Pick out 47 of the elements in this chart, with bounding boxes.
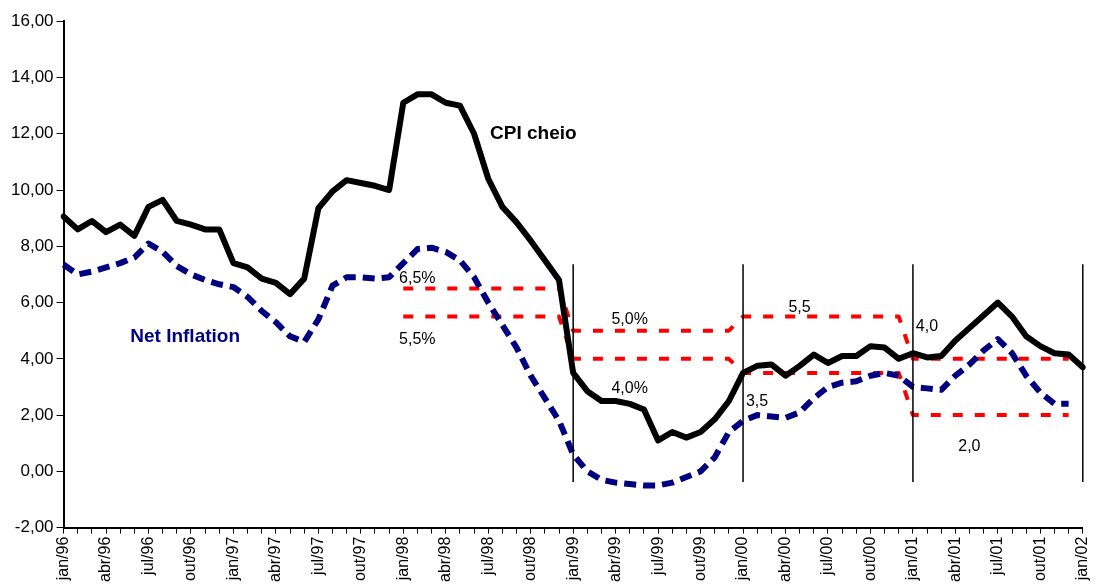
annotation: 2,0 [958, 437, 981, 455]
annotation: 3,5 [745, 392, 769, 410]
x-tick-label: jan/00 [733, 536, 751, 582]
annotation: 6,5% [399, 268, 436, 286]
x-tick-label: jul/99 [648, 536, 666, 576]
x-tick-label: out/98 [521, 536, 539, 582]
y-tick-label: 16,00 [10, 10, 54, 30]
x-tick-label: out/96 [181, 536, 199, 582]
annotation: 5,5 [788, 298, 811, 316]
x-tick-label: jan/97 [223, 536, 241, 582]
line-series [401, 286, 1071, 361]
series-label: CPI cheio [490, 121, 577, 143]
x-tick-label: jan/99 [563, 536, 581, 582]
x-tick-label: abr/98 [436, 536, 454, 583]
annotation: 4,0% [611, 379, 648, 397]
x-tick-label: jul/98 [478, 536, 496, 576]
x-tick-label: jan/01 [903, 536, 921, 582]
y-tick-label: 10,00 [10, 179, 54, 199]
x-tick-label: out/97 [351, 536, 369, 582]
x-tick-label: jul/00 [818, 536, 836, 576]
series-label: Net Inflation [130, 324, 241, 346]
x-tick-label: out/00 [860, 536, 878, 582]
x-tick-label: jul/01 [988, 536, 1006, 576]
x-tick-label: jul/97 [308, 536, 326, 576]
x-tick-label: jul/96 [138, 536, 156, 576]
x-tick-label: abr/96 [96, 536, 114, 583]
annotation: 5,0% [611, 310, 648, 328]
x-tick-label: jan/98 [393, 536, 411, 582]
y-tick-label: 0,00 [20, 461, 54, 481]
x-tick-label: out/99 [690, 536, 708, 582]
x-tick-label: jan/96 [53, 536, 71, 582]
x-tick-label: out/01 [1030, 536, 1048, 582]
x-tick-label: abr/01 [945, 536, 963, 583]
y-tick-label: 8,00 [20, 235, 54, 255]
y-tick-label: 6,00 [20, 292, 54, 312]
annotation: 5,5% [399, 330, 436, 348]
x-tick-label: abr/00 [775, 536, 793, 583]
y-tick-label: 12,00 [10, 123, 54, 143]
x-tick-label: jan/02 [1073, 536, 1091, 582]
line-series [401, 314, 1071, 418]
y-tick-label: 2,00 [20, 404, 54, 424]
annotation: 4,0 [915, 317, 939, 335]
y-tick-label: 4,00 [20, 348, 54, 368]
y-tick-label: -2,00 [14, 517, 54, 537]
x-tick-label: abr/97 [266, 536, 284, 583]
y-tick-label: 14,00 [10, 67, 54, 87]
x-tick-label: abr/99 [606, 536, 624, 583]
